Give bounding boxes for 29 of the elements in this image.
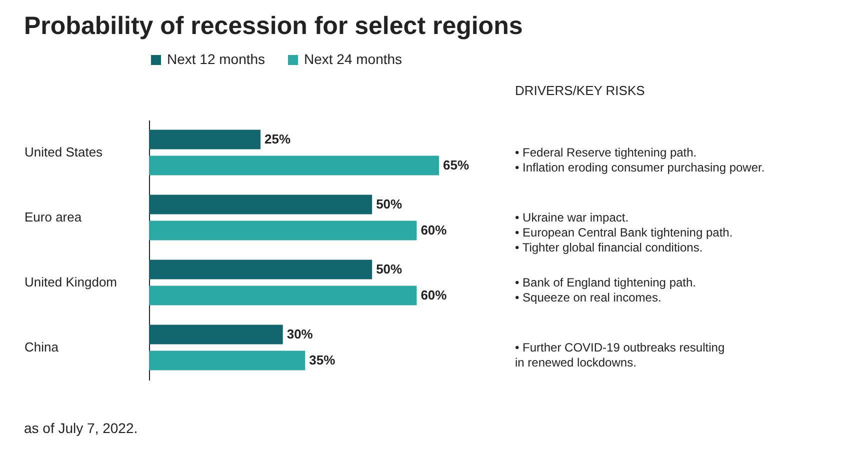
bar — [149, 286, 417, 306]
data-label: 50% — [376, 196, 403, 212]
text: • Federal Reserve tightening path. • Inflation eroding consumer purchasing power. — [515, 146, 765, 174]
y-tick-label: China — [24, 340, 60, 354]
data-label: 25% — [264, 132, 291, 146]
text: • Further COVID-19 outbreaks resulting in renewed lockdowns. — [515, 340, 725, 370]
bar — [149, 324, 283, 344]
y-tick-label: United Kingdom — [24, 274, 117, 290]
data-label: 60% — [420, 288, 448, 302]
data-label: 65% — [443, 158, 470, 172]
bar — [149, 194, 372, 214]
legend-label: Next 24 months — [304, 51, 402, 67]
bar — [149, 220, 417, 240]
chart-title: Probability of recession for select regions — [24, 12, 523, 40]
text: as of July 7, 2022. — [24, 420, 138, 436]
data-label: 60% — [420, 222, 448, 238]
y-tick-label: United States — [24, 144, 104, 160]
data-label: 35% — [309, 352, 336, 368]
bar — [149, 260, 372, 280]
bar — [149, 156, 439, 176]
y-tick-label: Euro area — [24, 210, 82, 224]
text: DRIVERS/KEY RISKS — [515, 83, 646, 98]
data-label: 50% — [376, 262, 403, 276]
text: • Bank of England tightening path. • Squeeze on real incomes. — [515, 276, 696, 304]
bar — [149, 350, 306, 370]
bar — [149, 130, 261, 150]
data-label: 30% — [286, 326, 314, 342]
legend-label: Next 12 months — [167, 51, 266, 67]
text: • Ukraine war impact. • European Central Bank tightening path. • Tighter global financial conditions. — [515, 210, 733, 254]
